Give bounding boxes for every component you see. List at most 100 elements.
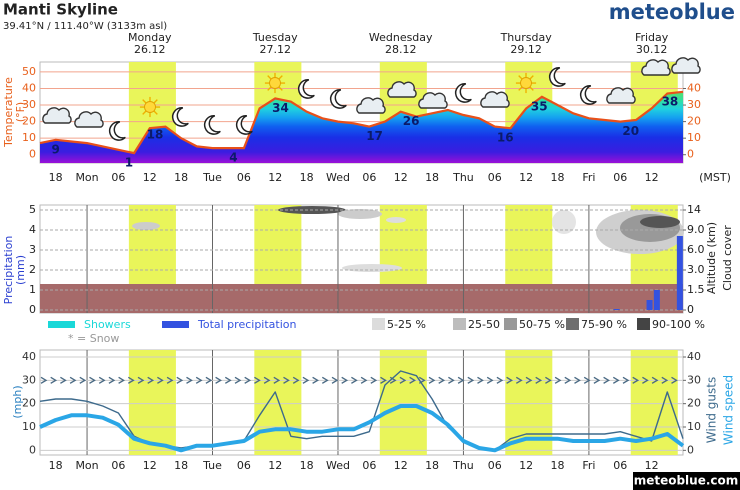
day-date: 26.12 — [134, 43, 166, 56]
x-tick-label: 06 — [111, 171, 125, 184]
x-tick-label: 18 — [425, 459, 439, 472]
y-axis-unit: (°F) — [14, 102, 27, 122]
temperature-label: 4 — [229, 151, 237, 165]
x-tick-label: 06 — [613, 171, 627, 184]
wind-arrow — [515, 376, 523, 384]
wind-arrow — [525, 376, 533, 384]
x-tick-label: Thu — [452, 459, 474, 472]
y2-tick-label: 9.0 — [687, 223, 705, 236]
wind-arrow — [263, 376, 271, 384]
temperature-label: 34 — [272, 101, 289, 115]
y-tick-label: 40 — [22, 81, 36, 94]
x-tick-label: 06 — [488, 171, 502, 184]
legend-swatch — [162, 321, 189, 328]
temperature-area — [40, 91, 683, 163]
y2-tick-label: 3.0 — [687, 263, 705, 276]
x-tick-label: 06 — [362, 171, 376, 184]
wind-arrow — [467, 376, 475, 384]
y-tick-label: 20 — [22, 397, 36, 410]
wind-arrow — [399, 376, 407, 384]
x-tick-label: 18 — [300, 459, 314, 472]
wind-arrow — [50, 376, 58, 384]
y-tick-label: 1 — [29, 283, 36, 296]
brand: meteoblue — [609, 0, 735, 24]
wind-arrow — [157, 376, 164, 384]
day-name: Wednesday — [369, 31, 433, 44]
wind-arrow — [186, 376, 193, 384]
y-tick-label: 2 — [29, 263, 36, 276]
wind-arrow — [651, 376, 659, 384]
wind-arrow — [583, 376, 591, 384]
temperature-label: 38 — [662, 94, 679, 108]
wind-arrow — [283, 376, 290, 384]
wind-arrow — [147, 376, 155, 384]
x-tick-label: Wed — [326, 171, 350, 184]
y2-tick-label: 10 — [687, 131, 701, 144]
y2-tick-label: 30 — [687, 98, 701, 111]
legend-label: Showers — [84, 318, 131, 331]
x-tick-label: 06 — [488, 459, 502, 472]
wind-arrow — [370, 376, 378, 384]
wind-arrow — [195, 376, 203, 384]
cloud-cover — [40, 206, 684, 313]
wind-arrow — [273, 376, 281, 384]
wind-arrow — [98, 376, 106, 384]
wind-arrow — [661, 376, 669, 384]
y2-tick-label: 40 — [687, 81, 701, 94]
wind-arrow — [137, 376, 145, 384]
day-name: Friday — [635, 31, 669, 44]
y-tick-label: 10 — [22, 420, 36, 433]
wind-arrow — [506, 376, 513, 384]
temperature-label: 20 — [622, 124, 639, 138]
x-tick-label: Tue — [202, 459, 222, 472]
x-tick-label: Fri — [582, 459, 595, 472]
y2-tick-label: 0 — [687, 303, 694, 316]
wind-arrow — [477, 376, 484, 384]
wind-arrow — [341, 376, 349, 384]
x-tick-label: 18 — [174, 171, 188, 184]
x-tick-label: Thu — [452, 171, 474, 184]
cloud-legend-label: 75-90 % — [581, 318, 627, 331]
x-axis-title: (MST) — [699, 171, 731, 184]
temperature-label: 17 — [366, 129, 383, 143]
y-tick-label: 4 — [29, 223, 36, 236]
wind-arrow — [554, 376, 562, 384]
wind-arrow — [244, 376, 252, 384]
wind-arrow — [321, 376, 329, 384]
y-axis-title: Temperature — [2, 77, 15, 148]
day-name: Monday — [128, 31, 172, 44]
wind-arrow — [69, 376, 77, 384]
cloud-swatch — [372, 318, 385, 330]
x-tick-label: 12 — [143, 459, 157, 472]
x-tick-label: 18 — [425, 171, 439, 184]
wind-arrow — [438, 376, 446, 384]
day-name: Tuesday — [252, 31, 298, 44]
y2-tick-label: 10 — [687, 420, 701, 433]
y2-tick-label: 0 — [687, 148, 694, 161]
cloud-legend-label: 25-50 % — [468, 318, 514, 331]
x-tick-label: 06 — [613, 459, 627, 472]
x-tick-label: Mon — [75, 459, 98, 472]
x-tick-label: 18 — [551, 171, 565, 184]
wind-arrow — [176, 376, 184, 384]
wind-arrow — [89, 376, 96, 384]
x-tick-label: 12 — [645, 459, 659, 472]
wind-arrow — [331, 376, 339, 384]
wind-arrow — [224, 376, 232, 384]
wind-arrow — [292, 376, 300, 384]
cloud-swatch — [637, 318, 650, 330]
wind-arrow — [108, 376, 116, 384]
x-tick-label: 12 — [268, 459, 282, 472]
footer: meteoblue.com — [634, 474, 739, 488]
day-name: Thursday — [500, 31, 553, 44]
wind-arrow — [302, 376, 310, 384]
x-tick-label: Mon — [75, 171, 98, 184]
wind-arrow — [360, 376, 368, 384]
wind-arrow — [496, 376, 504, 384]
cloud-swatch — [504, 318, 517, 330]
x-tick-label: 12 — [519, 459, 533, 472]
day-date: 28.12 — [385, 43, 417, 56]
wind-arrow — [205, 376, 213, 384]
x-tick-label: 12 — [143, 171, 157, 184]
cloud-legend-label: 50-75 % — [519, 318, 565, 331]
